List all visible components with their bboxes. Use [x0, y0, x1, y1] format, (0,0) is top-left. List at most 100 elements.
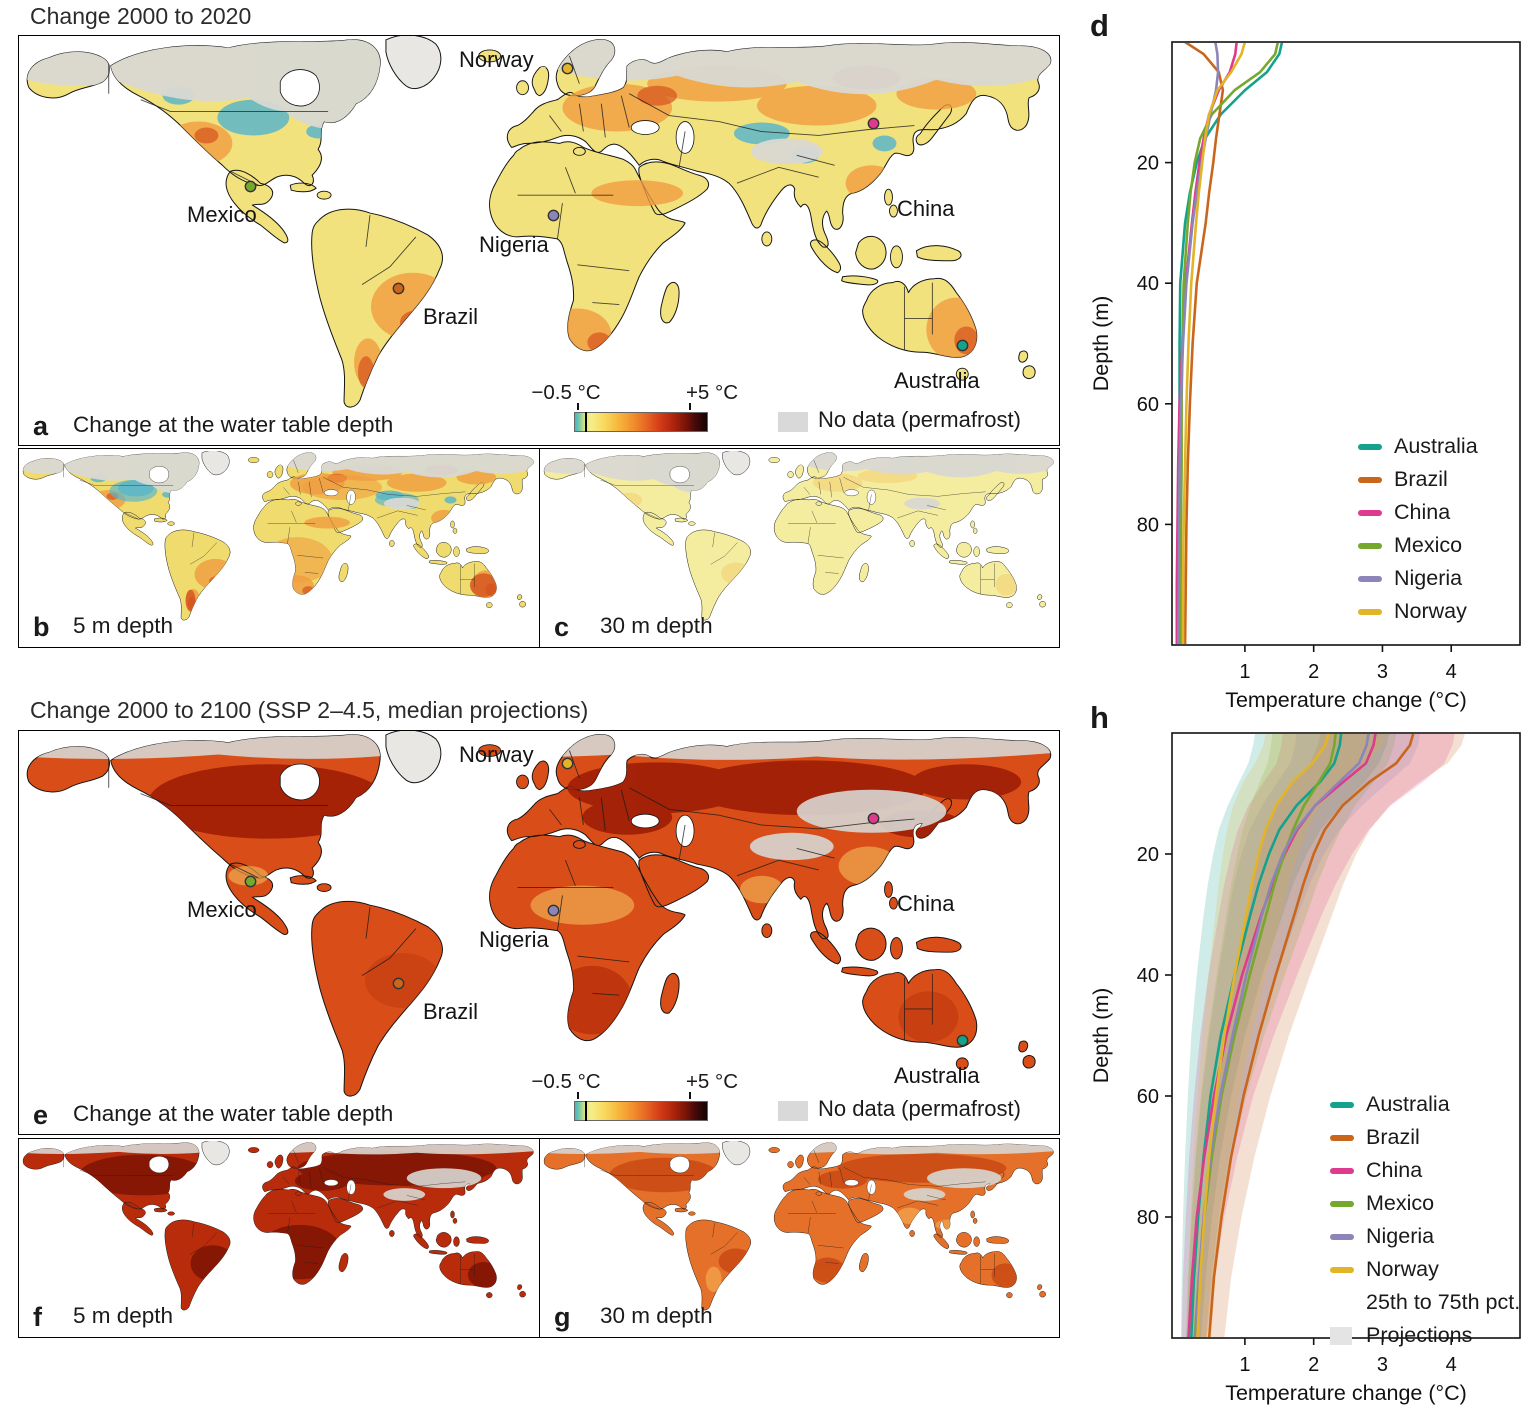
panel-letter-d: d [1090, 8, 1109, 43]
mexico-projection-band [1185, 734, 1397, 1337]
world-map-c [543, 451, 1054, 621]
legend-label: Mexico [1366, 1191, 1435, 1215]
colorbar [574, 403, 708, 432]
legend-swatch-china [1358, 509, 1382, 516]
legend-item-australia: Australia [1330, 1088, 1520, 1121]
colorbar-min-label: −0.5 °C [531, 381, 601, 404]
nodata-label: No data (permafrost) [818, 407, 1021, 432]
colorbar-tick-max [689, 403, 691, 410]
nodata-label: No data (permafrost) [818, 1096, 1021, 1121]
x-axis-label: Temperature change (°C) [1225, 688, 1467, 712]
legend-swatch-china [1330, 1167, 1354, 1174]
legend-label: Norway [1394, 599, 1467, 623]
panel-letter-b: b [33, 612, 50, 642]
legend-item-norway: Norway [1330, 1253, 1520, 1286]
x-tick-label: 3 [1377, 1354, 1388, 1376]
colorbar-gradient [574, 412, 708, 432]
panel-fg-row: f 5 m depth g 30 m depth [18, 1138, 1060, 1338]
panel-caption-a: Change at the water table depth [73, 412, 394, 437]
legend-item-australia: Australia [1358, 430, 1478, 463]
legend-label: Projections [1366, 1323, 1473, 1347]
map-dot-nigeria [547, 904, 560, 917]
nodata-swatch [778, 412, 808, 432]
y-tick-label: 80 [1137, 1207, 1159, 1229]
colorbar-max-label: +5 °C [685, 1070, 739, 1093]
nigeria-projection-band [1186, 734, 1421, 1337]
legend-item-brazil: Brazil [1358, 463, 1478, 496]
world-map-b [22, 451, 534, 621]
map-label-brazil: Brazil [423, 999, 479, 1024]
legend-item-china: China [1330, 1154, 1520, 1187]
brazil-profile-line [1183, 43, 1225, 644]
panel-letter-e: e [33, 1100, 49, 1130]
panel-letter-h: h [1090, 700, 1109, 735]
legend-label: Australia [1394, 434, 1478, 458]
plot-frame [1171, 41, 1521, 646]
map-label-australia: Australia [894, 1063, 980, 1088]
legend-item-mexico: Mexico [1330, 1187, 1520, 1220]
legend-d: Australia Brazil China Mexico Nigeria No… [1358, 430, 1478, 628]
norway-projection-band [1187, 734, 1386, 1337]
map-dot-australia [956, 339, 969, 352]
legend-swatch-brazil [1330, 1134, 1354, 1141]
legend-label: Nigeria [1366, 1224, 1435, 1248]
legend-spacer [1330, 1299, 1354, 1307]
legend-swatch-australia [1358, 443, 1382, 450]
legend-swatch-norway [1358, 608, 1382, 615]
panel-g-map-30m: g 30 m depth [539, 1139, 1058, 1337]
legend-item-china: China [1358, 496, 1478, 529]
map-label-norway: Norway [459, 47, 534, 72]
map-dot-mexico [244, 875, 257, 888]
legend-swatch-brazil [1358, 476, 1382, 483]
legend-label: Nigeria [1394, 566, 1463, 590]
map-label-norway: Norway [459, 742, 534, 767]
panel-caption-f: 5 m depth [73, 1303, 174, 1328]
colorbar-gradient [574, 1101, 708, 1121]
panel-letter-f: f [33, 1302, 42, 1332]
legend-swatch-norway [1330, 1266, 1354, 1273]
map-label-nigeria: Nigeria [479, 927, 549, 952]
map-dot-norway [561, 757, 574, 770]
legend-h: Australia Brazil China Mexico Nigeria No… [1330, 1088, 1520, 1352]
legend-swatch-mexico [1358, 542, 1382, 549]
map-label-brazil: Brazil [423, 304, 479, 329]
map-dot-nigeria [547, 209, 560, 222]
legend-label: Brazil [1394, 467, 1448, 491]
legend-item-nigeria: Nigeria [1330, 1220, 1520, 1253]
depth-profile-chart-2020: 20 40 60 80 1 2 3 4 Temperature change (°C) Depth… [1089, 41, 1521, 712]
map-label-mexico: Mexico [187, 897, 257, 922]
colorbar-tick-min [577, 1092, 579, 1099]
x-tick-label: 2 [1308, 1354, 1319, 1376]
y-axis-label: Depth (m) [1089, 296, 1113, 392]
y-tick-label: 60 [1137, 1086, 1159, 1108]
panel-bc-row: b 5 m depth c 30 m depth [18, 448, 1060, 648]
map-dot-australia [956, 1034, 969, 1047]
norway-profile-line [1181, 43, 1246, 644]
legend-label: Mexico [1394, 533, 1463, 557]
brazil-profile-line [1207, 734, 1415, 1337]
panel-caption-c: 30 m depth [600, 613, 713, 638]
panel-f-map-5m: f 5 m depth [19, 1139, 539, 1337]
legend-label: China [1366, 1158, 1423, 1182]
nodata-swatch [778, 1101, 808, 1121]
panel-c-map-30m: c 30 m depth [539, 449, 1058, 647]
legend-label: Brazil [1366, 1125, 1420, 1149]
panel-b-map-5m: b 5 m depth [19, 449, 539, 647]
legend-item-nigeria: Nigeria [1358, 562, 1478, 595]
world-map-g [543, 1141, 1054, 1311]
map-label-china: China [897, 196, 955, 221]
colorbar-max-label: +5 °C [685, 381, 739, 404]
brazil-projection-band [1196, 734, 1465, 1337]
colorbar [574, 1092, 708, 1121]
panel-letter-a: a [33, 411, 49, 441]
section2-title: Change 2000 to 2100 (SSP 2–4.5, median p… [30, 697, 589, 723]
x-tick-label: 1 [1239, 661, 1250, 683]
legend-item-norway: Norway [1358, 595, 1478, 628]
section1-title: Change 2000 to 2020 [30, 3, 252, 29]
y-tick-label: 20 [1137, 153, 1159, 175]
map-dot-china [867, 812, 880, 825]
map-label-australia: Australia [894, 368, 980, 393]
panel-caption-b: 5 m depth [73, 613, 174, 638]
legend-swatch-nigeria [1330, 1233, 1354, 1240]
